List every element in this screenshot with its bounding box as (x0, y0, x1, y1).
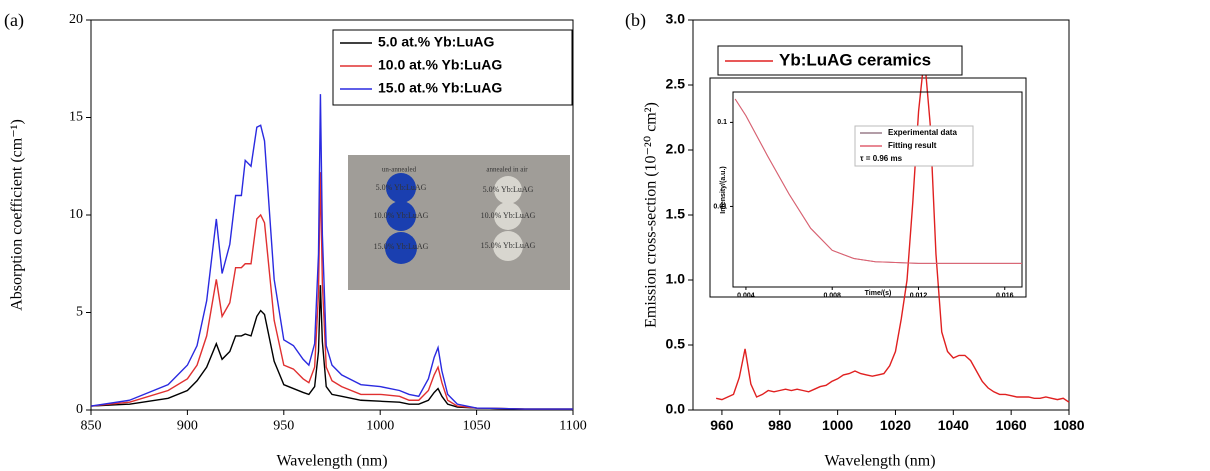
inset-frame (709, 77, 1027, 298)
x-tick-label: 1050 (463, 418, 491, 433)
y-tick-label: 1.0 (666, 271, 686, 287)
y-tick-label: 0 (76, 402, 83, 417)
legend-label: 15.0 at.% Yb:LuAG (378, 80, 502, 96)
y-tick-label: 3.0 (666, 11, 686, 27)
photo-bg (348, 155, 570, 290)
y-tick-label: 1.5 (666, 206, 686, 222)
x-tick-label: 1060 (996, 417, 1027, 433)
y-tick-label: 0.01 (713, 203, 727, 210)
x-tick-label: 950 (273, 418, 294, 433)
x-tick-label: 1100 (559, 418, 586, 433)
photo-label: 10.0% Yb:LuAG (374, 211, 429, 220)
panel-label: (a) (4, 10, 24, 31)
y-axis-label: Emission cross-section (10⁻²⁰ cm²) (643, 102, 660, 328)
series-line (734, 98, 1022, 264)
x-axis-label: Wavelength (nm) (276, 453, 387, 470)
legend-label: Fitting result (888, 141, 937, 150)
x-tick-label: 850 (81, 418, 102, 433)
x-tick-label: 960 (710, 417, 734, 433)
y-tick-label: 0.0 (666, 401, 686, 417)
photo-inset (348, 155, 570, 290)
x-axis-label: Wavelength (nm) (824, 453, 935, 470)
plot-frame (692, 19, 1070, 411)
y-tick-label: 2.5 (666, 76, 686, 92)
x-tick-label: 0.012 (910, 292, 928, 299)
x-tick-label: 1000 (366, 418, 394, 433)
photo-label: 5.0% Yb:LuAG (483, 185, 534, 194)
y-tick-label: 10 (69, 207, 83, 222)
x-tick-label: 1080 (1053, 417, 1084, 433)
photo-label: 15.0% Yb:LuAG (374, 242, 429, 251)
photo-header: un-annealed (382, 166, 417, 174)
legend-label: 5.0 at.% Yb:LuAG (378, 34, 495, 50)
sample (494, 176, 522, 204)
photo-header: annealed in air (486, 166, 528, 174)
sample (386, 201, 416, 231)
photo-label: 15.0% Yb:LuAG (481, 241, 536, 250)
series-line (715, 56, 1070, 403)
x-tick-label: 980 (768, 417, 792, 433)
y-tick-label: 2.0 (666, 141, 686, 157)
y-axis-label: Absorption coefficient (cm⁻¹) (9, 119, 26, 311)
sample (494, 202, 522, 230)
series-line (90, 285, 573, 410)
x-tick-label: 0.004 (737, 292, 755, 299)
panel-label: (b) (625, 10, 646, 31)
sample (493, 231, 523, 261)
x-tick-label: 1020 (880, 417, 911, 433)
x-tick-label: 0.016 (996, 292, 1014, 299)
y-axis-label: Intensity/(a.u.) (720, 166, 727, 213)
series-line (90, 172, 573, 410)
x-tick-label: 1000 (822, 417, 853, 433)
y-tick-label: 0.1 (717, 119, 727, 126)
sample (386, 173, 416, 203)
plot-frame (732, 91, 1023, 288)
series-line (90, 94, 573, 410)
x-tick-label: 900 (177, 418, 198, 433)
sample (385, 232, 417, 264)
legend-label: 10.0 at.% Yb:LuAG (378, 57, 502, 73)
x-tick-label: 0.008 (823, 292, 841, 299)
x-axis-label: Time/(s) (865, 290, 892, 297)
annotation: τ = 0.96 ms (860, 154, 903, 163)
y-tick-label: 0.5 (666, 336, 686, 352)
y-tick-label: 20 (69, 12, 83, 27)
legend-frame (332, 29, 573, 106)
y-tick-label: 5 (76, 305, 83, 320)
legend-label: Experimental data (888, 128, 957, 137)
photo-label: 10.0% Yb:LuAG (481, 211, 536, 220)
photo-label: 5.0% Yb:LuAG (376, 183, 427, 192)
y-tick-label: 15 (69, 110, 83, 125)
legend-label: Yb:LuAG ceramics (779, 50, 931, 69)
plot-frame (90, 19, 574, 411)
x-tick-label: 1040 (938, 417, 969, 433)
